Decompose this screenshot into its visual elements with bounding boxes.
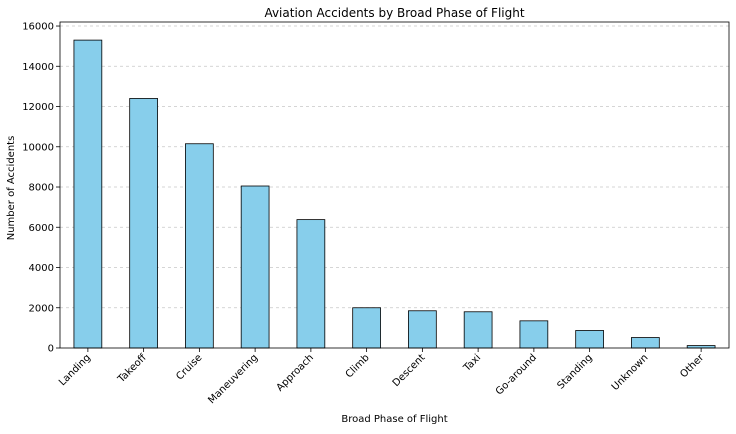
x-tick-label: Unknown (610, 352, 651, 393)
x-tick-label: Go-around (494, 352, 539, 397)
bar-landing (73, 39, 103, 349)
x-axis-label: Broad Phase of Flight (341, 414, 447, 425)
x-tick-label: Taxi (461, 352, 483, 374)
y-axis-label: Number of Accidents (6, 136, 17, 241)
y-tick-label: 4000 (29, 263, 54, 274)
y-tick-label: 6000 (29, 223, 54, 234)
chart-title: Aviation Accidents by Broad Phase of Fli… (264, 6, 524, 20)
x-tick-label: Approach (275, 352, 316, 393)
x-tick-label: Maneuvering (206, 352, 260, 406)
x-tick-label: Other (678, 352, 706, 380)
x-tick-labels: Landing Takeoff Cruise Maneuvering Approach C… (57, 348, 707, 406)
x-tick-label: Climb (344, 352, 372, 380)
bar-unknown (631, 337, 660, 349)
y-tick-label: 2000 (29, 303, 54, 314)
y-tick-label: 14000 (22, 62, 54, 73)
y-tick-label: 16000 (22, 22, 54, 33)
bar-taxi (463, 311, 493, 349)
bar-standing (575, 330, 604, 349)
bar-maneuvering (240, 185, 270, 349)
x-tick-label: Descent (391, 352, 428, 389)
x-tick-label: Cruise (174, 352, 204, 382)
bars (73, 39, 716, 349)
plot-frame (59, 21, 730, 349)
bar-approach (296, 219, 326, 349)
x-tick-label: Standing (555, 352, 594, 391)
y-tick-label: 0 (48, 344, 54, 355)
bar-climb (352, 307, 381, 349)
gridlines (60, 25, 729, 309)
x-tick-label: Takeoff (115, 352, 149, 386)
axes (59, 21, 730, 349)
bar-takeoff (129, 98, 158, 349)
bar-cruise (185, 143, 214, 349)
y-tick-labels: 0 2000 4000 6000 8000 10000 12000 14000 16000 (22, 22, 60, 355)
y-tick-label: 10000 (22, 142, 54, 153)
y-tick-label: 8000 (29, 183, 54, 194)
y-tick-label: 12000 (22, 102, 54, 113)
bar-go-around (519, 320, 549, 349)
x-tick-label: Landing (57, 352, 93, 388)
bar-descent (408, 310, 437, 349)
